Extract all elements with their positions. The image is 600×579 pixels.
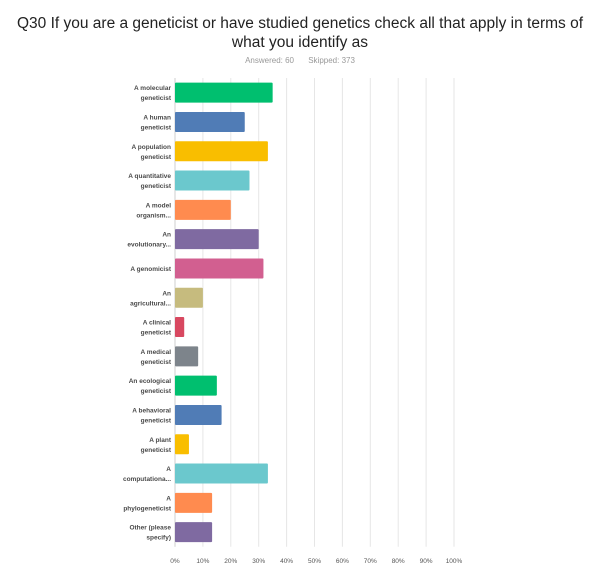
category-label: A population geneticist bbox=[132, 144, 172, 161]
category-label-line: A molecular bbox=[134, 85, 171, 92]
category-label-line: A human bbox=[143, 114, 171, 121]
bar bbox=[175, 522, 213, 543]
x-tick-label: 10% bbox=[196, 558, 209, 565]
category-label-line: A bbox=[166, 466, 171, 473]
category-label-line: A quantitative bbox=[128, 173, 171, 180]
category-label-line: geneticist bbox=[141, 124, 172, 131]
category-label: A genomicist bbox=[130, 266, 171, 273]
category-label: A quantitative geneticist bbox=[128, 173, 172, 190]
x-tick-label: 30% bbox=[252, 558, 265, 565]
bar bbox=[175, 229, 259, 250]
category-label-line: phylogeneticist bbox=[123, 505, 172, 512]
category-label-line: geneticist bbox=[141, 359, 172, 366]
x-tick-label: 60% bbox=[336, 558, 349, 565]
category-label-line: A clinical bbox=[143, 320, 171, 327]
category-label-line: specify) bbox=[146, 535, 171, 542]
answered-count: Answered: 60 bbox=[245, 56, 294, 65]
bar bbox=[175, 111, 245, 132]
category-label-line: An bbox=[162, 290, 171, 297]
category-label: An ecological geneticist bbox=[129, 378, 172, 395]
category-label-line: An ecological bbox=[129, 378, 171, 385]
category-label: An evolutionary... bbox=[127, 232, 171, 249]
bar bbox=[175, 82, 273, 103]
category-label-line: organism... bbox=[136, 212, 171, 219]
x-tick-label: 20% bbox=[224, 558, 237, 565]
bar bbox=[175, 170, 250, 191]
category-label: A plant geneticist bbox=[141, 437, 172, 454]
category-label-line: A model bbox=[146, 202, 172, 209]
x-tick-label: 40% bbox=[280, 558, 293, 565]
category-label-line: geneticist bbox=[141, 330, 172, 337]
category-label-line: A bbox=[166, 495, 171, 502]
response-stats: Answered: 60 Skipped: 373 bbox=[0, 56, 600, 65]
x-tick-label: 90% bbox=[420, 558, 433, 565]
category-label-line: computationa... bbox=[123, 476, 171, 483]
category-label-line: geneticist bbox=[141, 154, 172, 161]
category-label-line: A genomicist bbox=[130, 266, 171, 273]
x-tick-label: 70% bbox=[364, 558, 377, 565]
category-label-line: Other (please bbox=[129, 525, 171, 532]
category-label: A human geneticist bbox=[141, 114, 172, 131]
bar bbox=[175, 346, 199, 367]
category-label-line: geneticist bbox=[141, 388, 172, 395]
x-tick-label: 0% bbox=[170, 558, 180, 565]
category-label-line: geneticist bbox=[141, 183, 172, 190]
x-tick-label: 50% bbox=[308, 558, 321, 565]
x-tick-label: 80% bbox=[392, 558, 405, 565]
category-label: Other (please specify) bbox=[129, 525, 171, 542]
category-label-line: geneticist bbox=[141, 417, 172, 424]
bar bbox=[175, 404, 222, 425]
category-label: A molecular geneticist bbox=[134, 85, 172, 102]
category-label-line: A plant bbox=[149, 437, 172, 444]
category-label-line: A medical bbox=[141, 349, 172, 356]
category-label-line: A population bbox=[132, 144, 172, 151]
category-label-line: geneticist bbox=[141, 447, 172, 454]
category-label: A clinical geneticist bbox=[141, 320, 172, 337]
question-title: Q30 If you are a geneticist or have stud… bbox=[16, 15, 584, 51]
category-label-line: agricultural... bbox=[130, 300, 171, 307]
bar bbox=[175, 317, 185, 338]
bar bbox=[175, 463, 268, 484]
category-label: A medical geneticist bbox=[141, 349, 172, 366]
category-label-line: An bbox=[162, 232, 171, 239]
category-label: A behavioral geneticist bbox=[132, 407, 172, 424]
x-tick-label: 100% bbox=[446, 558, 463, 565]
bar bbox=[175, 375, 217, 396]
bar bbox=[175, 141, 268, 162]
bar bbox=[175, 434, 189, 455]
category-label: A model organism... bbox=[136, 202, 171, 219]
bar bbox=[175, 287, 203, 308]
category-label-line: geneticist bbox=[141, 95, 172, 102]
bar bbox=[175, 199, 231, 220]
category-label-line: evolutionary... bbox=[127, 242, 171, 249]
category-label-line: A behavioral bbox=[132, 407, 171, 414]
skipped-count: Skipped: 373 bbox=[308, 56, 355, 65]
bar bbox=[175, 492, 213, 513]
category-label: An agricultural... bbox=[130, 290, 171, 307]
bar bbox=[175, 258, 264, 279]
